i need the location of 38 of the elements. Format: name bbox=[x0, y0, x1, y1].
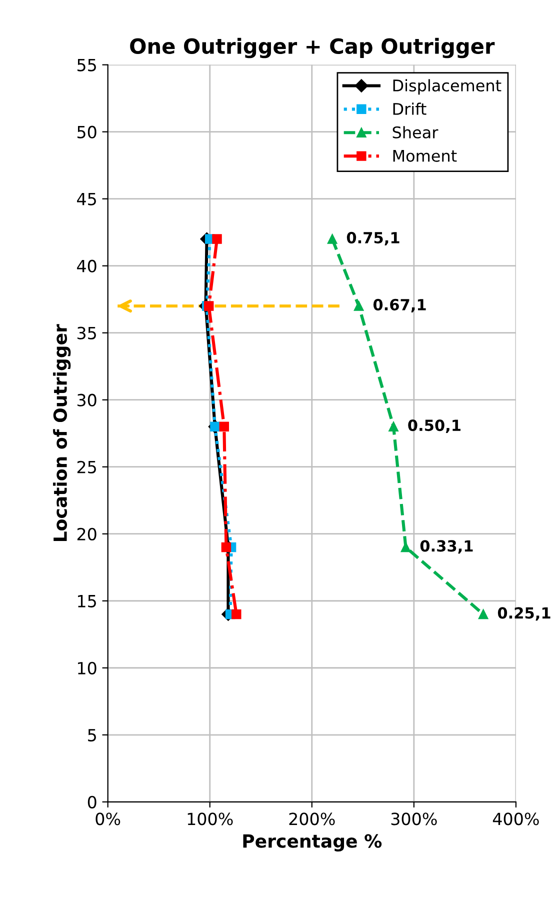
legend-label: Drift bbox=[393, 102, 426, 115]
point bbox=[212, 234, 222, 244]
x-tick-label: 400% bbox=[492, 812, 539, 826]
y-tick-label: 30 bbox=[77, 394, 96, 406]
x-tick-label: 100% bbox=[188, 812, 233, 826]
y-tick-label: 45 bbox=[77, 193, 96, 206]
annotation: 0.67,1 bbox=[373, 298, 426, 312]
annotation: 0.25,1 bbox=[498, 607, 550, 621]
y-axis-title: Location of Outrigger bbox=[53, 324, 71, 542]
annotation: 0.50,1 bbox=[408, 420, 460, 434]
point bbox=[327, 234, 338, 244]
y-tick-label: 25 bbox=[77, 460, 96, 474]
point bbox=[478, 609, 488, 620]
point bbox=[219, 422, 230, 432]
y-tick-label: 35 bbox=[77, 326, 96, 340]
annotation: 0.33,1 bbox=[420, 540, 473, 554]
point bbox=[388, 422, 398, 432]
legend-label: Displacement bbox=[393, 79, 502, 95]
point bbox=[232, 609, 242, 620]
y-tick-label: 40 bbox=[77, 260, 96, 272]
y-tick-label: 0 bbox=[88, 796, 96, 808]
x-tick-label: 200% bbox=[289, 812, 335, 826]
x-axis-title: Percentage % bbox=[243, 834, 382, 852]
y-tick-label: 10 bbox=[78, 662, 96, 674]
point bbox=[354, 301, 364, 311]
x-tick-label: 300% bbox=[391, 812, 437, 826]
chart-title: One Outrigger + Cap Outrigger bbox=[130, 38, 495, 58]
y-tick-label: 20 bbox=[77, 528, 96, 540]
y-tick-label: 55 bbox=[77, 58, 96, 72]
x-tick-label: 0% bbox=[96, 812, 120, 826]
y-tick-label: 15 bbox=[78, 595, 96, 608]
annotation: 0.75,1 bbox=[346, 232, 400, 246]
legend-label: Shear bbox=[392, 126, 438, 138]
legend-label: Moment bbox=[393, 150, 457, 162]
point bbox=[221, 542, 232, 552]
y-tick-label: 50 bbox=[77, 126, 96, 138]
point bbox=[400, 542, 411, 552]
y-tick-label: 5 bbox=[88, 729, 96, 742]
